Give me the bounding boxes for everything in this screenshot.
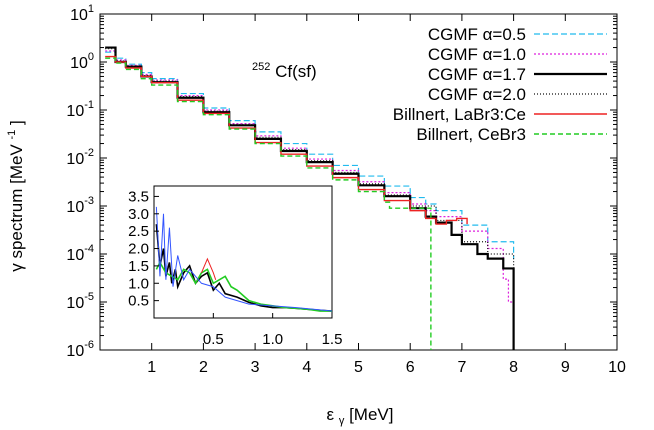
inset-y-tick-label: 2.0 <box>128 241 149 258</box>
y-tick-label: 10-5 <box>66 291 94 312</box>
annotation-label: 252 Cf(sf) <box>252 55 317 81</box>
x-tick-label: 3 <box>251 359 260 376</box>
x-tick-label: 7 <box>457 359 466 376</box>
x-axis-label: ε γ [MeV] <box>327 405 394 428</box>
y-tick-label: 101 <box>70 3 94 24</box>
inset-x-tick-label: 1.0 <box>262 331 283 348</box>
x-tick-label: 4 <box>302 359 311 376</box>
x-tick-label: 9 <box>561 359 570 376</box>
y-tick-label: 100 <box>70 51 94 72</box>
inset-frame <box>153 185 333 319</box>
y-tick-label: 10-1 <box>66 99 94 120</box>
x-axis-label-rest: [MeV] <box>349 405 393 424</box>
x-tick-label: 2 <box>199 359 208 376</box>
inset-y-tick-label: 1.0 <box>128 275 149 292</box>
inset-series-line <box>155 206 333 312</box>
inset-x-tick-label: 1.5 <box>322 331 343 348</box>
annotation-mass: 252 <box>252 61 270 73</box>
x-axis-label-base: ε <box>327 405 335 424</box>
y-axis-label-base: γ spectrum [MeV <box>7 144 26 272</box>
x-tick-label: 6 <box>406 359 415 376</box>
legend-label: CGMF α=2.0 <box>428 85 526 104</box>
legend-label: Billnert, LaBr3:Ce <box>393 105 526 124</box>
y-tick-label: 10-6 <box>66 339 94 360</box>
x-tick-label: 10 <box>608 359 626 376</box>
y-tick-label: 10-4 <box>66 243 94 264</box>
y-tick-label: 10-3 <box>66 195 94 216</box>
inset-y-tick-label: 3.5 <box>128 188 149 205</box>
inset-y-tick-label: 3.0 <box>128 206 149 223</box>
series-line <box>105 57 432 350</box>
y-tick-label: 10-2 <box>66 147 94 168</box>
x-axis-label-sub: γ <box>339 415 345 427</box>
legend-label: CGMF α=1.0 <box>428 45 526 64</box>
inset-series-line <box>155 260 332 312</box>
inset-series-line <box>201 257 217 280</box>
x-tick-label: 8 <box>509 359 518 376</box>
x-tick-label: 5 <box>354 359 363 376</box>
y-axis-label-sup: -1 <box>6 130 18 140</box>
x-tick-label: 1 <box>147 359 156 376</box>
series-line <box>105 51 515 259</box>
inset-y-tick-label: 1.5 <box>128 258 149 275</box>
legend-label: CGMF α=0.5 <box>428 25 526 44</box>
series-line <box>105 55 468 225</box>
inset-y-tick-label: 0.5 <box>128 293 149 310</box>
inset-y-tick-label: 2.5 <box>128 223 149 240</box>
y-axis-label-rest: ] <box>7 120 26 125</box>
inset-x-tick-label: 0.5 <box>203 331 224 348</box>
legend-label: CGMF α=1.7 <box>428 65 526 84</box>
legend-label: Billnert, CeBr3 <box>416 125 526 144</box>
y-axis-label: γ spectrum [MeV -1 ] <box>0 120 26 272</box>
inset-plot: 0.5 1.0 1.50.51.01.52.02.53.03.5 <box>128 185 343 348</box>
annotation-element: Cf(sf) <box>275 62 317 81</box>
series-line <box>105 50 514 303</box>
main-plot: 1 2 3 4 5 6 7 8 9 10 101 100 10-1 10-2 10-3 10-4 10-5 10-… <box>66 3 626 376</box>
